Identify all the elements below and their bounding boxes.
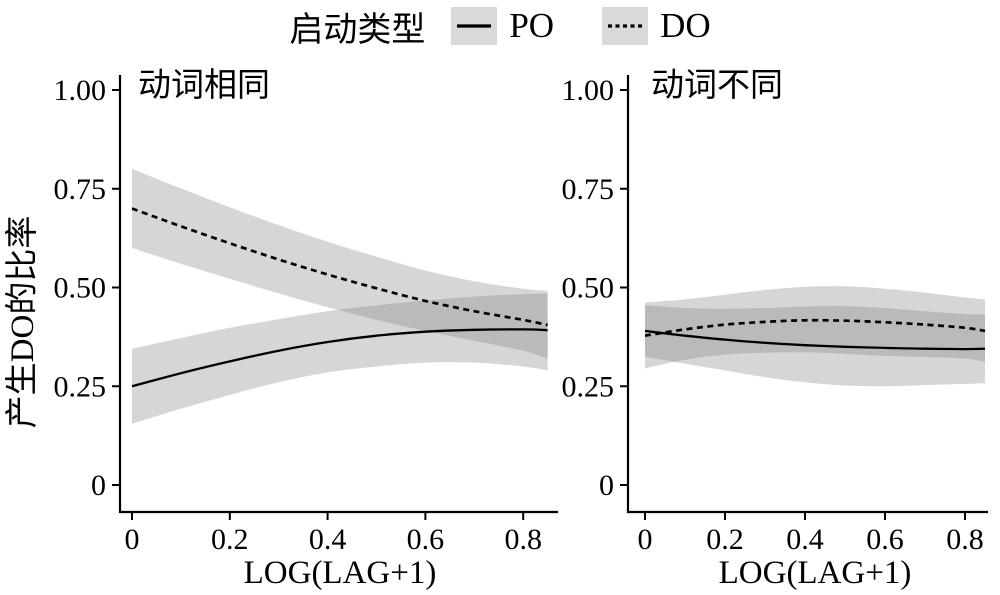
legend-label-do: DO [660, 6, 711, 45]
axis-lines [626, 75, 988, 514]
y-tick-label: 1.00 [562, 74, 615, 107]
x-tick-label: 0 [638, 523, 653, 556]
y-tick-label: 0.25 [562, 370, 615, 403]
x-axis-title-left: LOG(LAG+1) [243, 555, 437, 591]
x-axis-title-right: LOG(LAG+1) [718, 555, 912, 591]
panel-different-verb: 1.00 0.75 0.50 0.25 00 0.2 0.4 0.6 0.8 动词不同 [562, 68, 988, 556]
panel-same-verb: 1.00 0.75 0.50 0.25 00 0.2 0.4 0.6 0.8 动词相同 [54, 67, 558, 556]
x-tick-label: 0.4 [786, 523, 824, 556]
x-tick-label: 0.6 [866, 523, 904, 556]
x-tick-label: 0 [125, 523, 140, 556]
do-line [644, 318, 986, 338]
y-tick-label: 0.75 [562, 173, 615, 206]
y-tick-label: 0 [91, 469, 106, 502]
axis-lines [118, 75, 558, 514]
y-tick-label: 0.50 [54, 272, 107, 305]
legend-label-po: PO [509, 6, 555, 45]
y-tick-label: 0 [599, 469, 614, 502]
do-confidence-band [132, 169, 548, 359]
legend-item-do: DO [602, 6, 711, 46]
x-tick-label: 0.8 [504, 523, 542, 556]
x-tick-label: 0.4 [309, 523, 347, 556]
x-tick-label: 0.6 [407, 523, 445, 556]
x-tick-label: 0.2 [706, 523, 744, 556]
dashed-line-icon [608, 24, 643, 28]
legend-item-po: PO [451, 6, 554, 46]
y-tick-label: 1.00 [54, 74, 107, 107]
do-line [131, 207, 548, 327]
po-line [644, 329, 986, 351]
po-confidence-band [132, 293, 548, 424]
po-line [131, 328, 548, 388]
legend-key-po [451, 7, 498, 45]
solid-line-icon [457, 24, 492, 28]
legend: 启动类型 PO DO [0, 0, 1000, 52]
y-tick-label: 0.50 [562, 272, 615, 305]
x-tick-label: 0.2 [211, 523, 249, 556]
y-tick-label: 0.25 [54, 370, 107, 403]
legend-key-do [602, 7, 649, 45]
y-tick-label: 0.75 [54, 173, 107, 206]
legend-title: 启动类型 [289, 11, 426, 49]
panel-title: 动词相同 [138, 67, 270, 104]
panel-title: 动词不同 [651, 68, 783, 104]
x-tick-label: 0.8 [946, 523, 984, 556]
